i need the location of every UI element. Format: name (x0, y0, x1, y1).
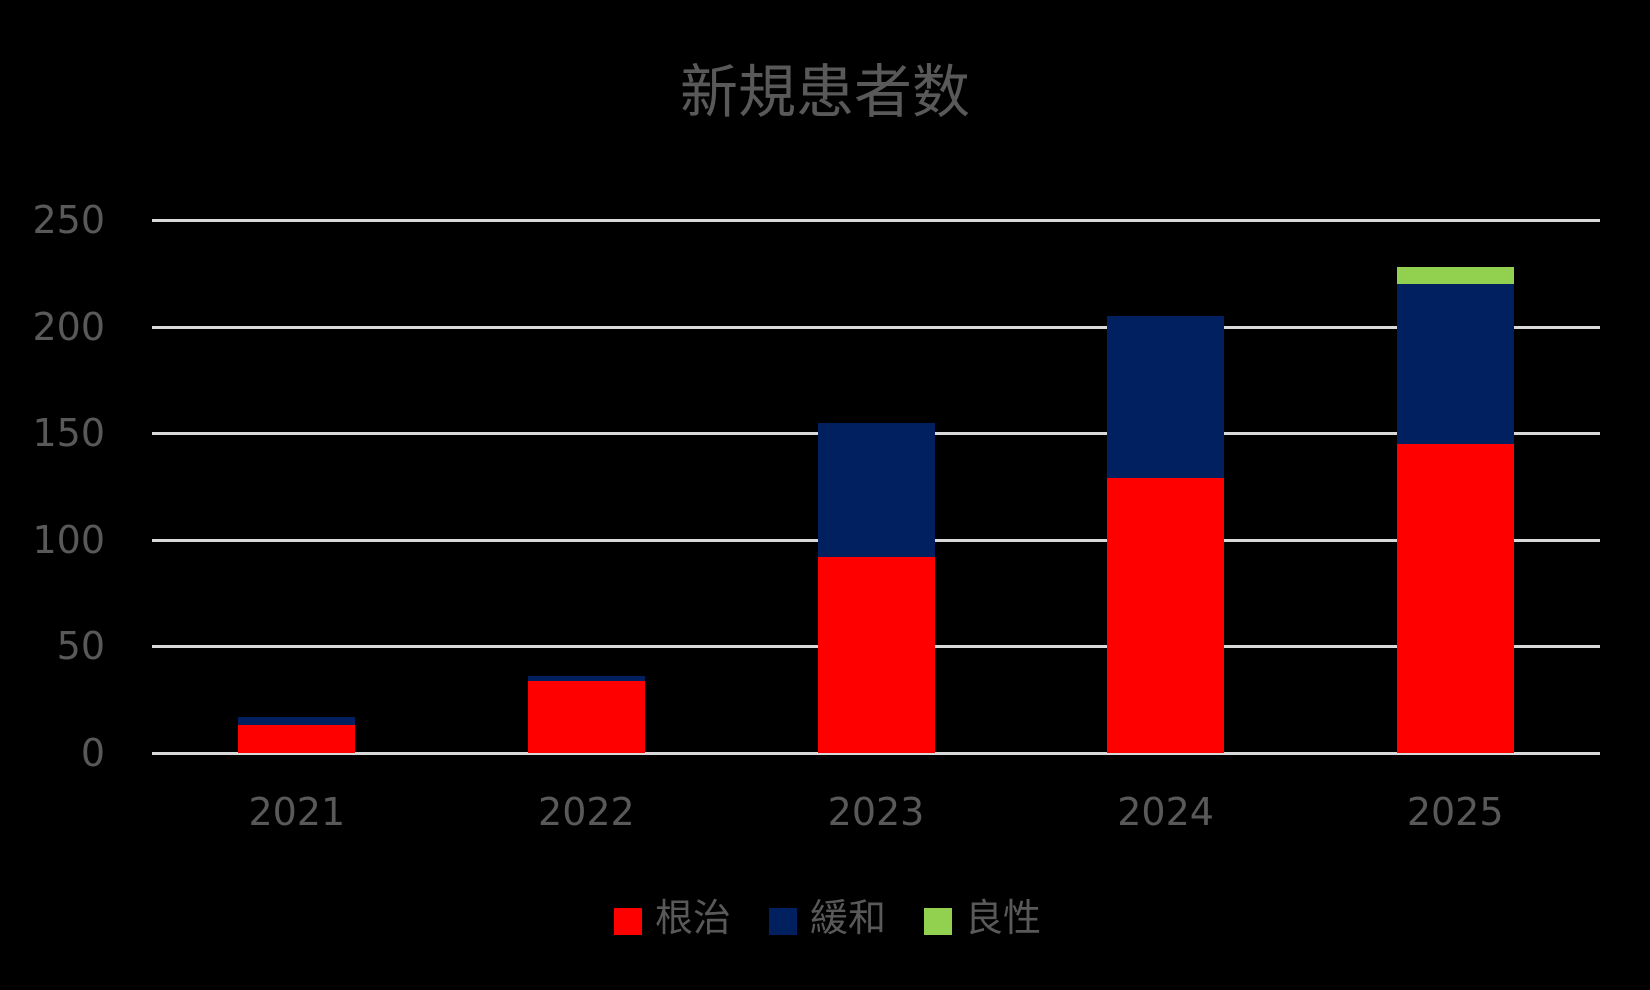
bar-segment-緩和 (1107, 315, 1225, 478)
x-tick-label: 2021 (248, 790, 346, 834)
bar-segment-緩和 (817, 422, 935, 557)
y-tick-label: 50 (56, 624, 105, 669)
bar-2024 (1107, 315, 1225, 753)
legend-swatch-icon (614, 907, 642, 935)
legend: 根治 緩和 良性 (614, 890, 1079, 946)
chart-title: 新規患者数 (679, 58, 970, 126)
y-tick-label: 150 (32, 411, 105, 456)
bar-segment-根治 (1396, 443, 1514, 753)
bar-2023 (817, 422, 935, 753)
legend-item: 緩和 (769, 893, 886, 943)
y-tick-label: 200 (32, 304, 105, 349)
bar-segment-根治 (817, 556, 935, 753)
bar-segment-根治 (527, 680, 645, 753)
legend-label: 良性 (965, 896, 1042, 940)
y-tick-label: 100 (32, 517, 105, 562)
bar-2021 (238, 716, 356, 753)
gridline (152, 219, 1600, 222)
y-tick-label: 250 (32, 198, 105, 242)
gridline (152, 325, 1600, 329)
x-tick-label: 2022 (538, 790, 635, 834)
bar-segment-根治 (238, 725, 356, 753)
bar-segment-緩和 (527, 676, 645, 681)
bar-2022 (527, 676, 645, 753)
bar-2025 (1396, 266, 1514, 753)
x-tick-label: 2024 (1117, 790, 1214, 834)
legend-swatch-icon (924, 907, 953, 935)
bar-segment-緩和 (1396, 283, 1514, 444)
legend-swatch-icon (769, 907, 798, 935)
x-tick-label: 2023 (827, 790, 925, 834)
plot-area (152, 219, 1600, 755)
y-tick-label: 0 (80, 731, 105, 775)
gridline (152, 752, 1600, 755)
bar-segment-緩和 (238, 716, 356, 726)
legend-label: 緩和 (810, 896, 887, 940)
legend-item: 根治 (614, 893, 731, 943)
legend-label: 根治 (655, 896, 732, 940)
bar-segment-良性 (1396, 266, 1514, 284)
bar-segment-根治 (1107, 477, 1225, 753)
legend-item: 良性 (924, 893, 1041, 943)
x-tick-label: 2025 (1406, 790, 1504, 834)
